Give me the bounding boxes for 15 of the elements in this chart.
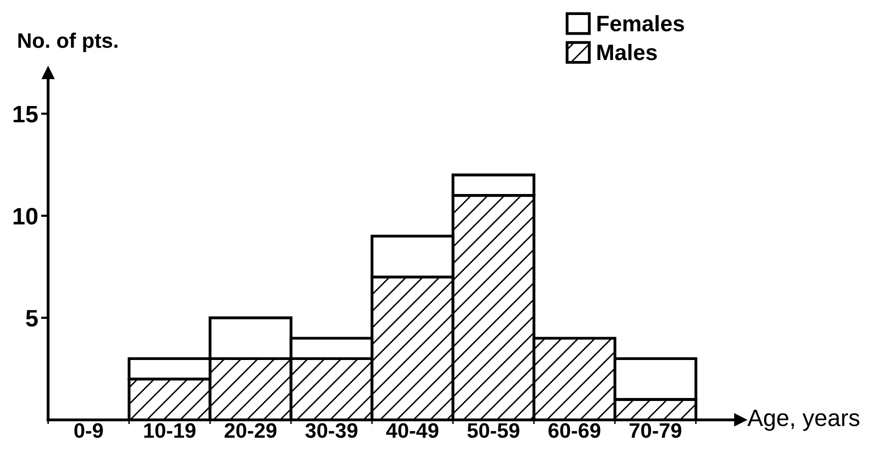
x-tick-label: 40-49 — [386, 423, 438, 438]
y-tick-label: 10 — [14, 208, 38, 225]
x-tick-label: 30-39 — [305, 423, 358, 438]
x-tick-label: 50-59 — [467, 423, 520, 438]
x-axis-title: Age, years — [747, 410, 860, 431]
x-tick-label: 70-79 — [630, 423, 682, 438]
x-tick-label: 20-29 — [224, 423, 276, 438]
x-tick-label: 60-69 — [548, 423, 600, 438]
y-tick-label: 15 — [14, 106, 38, 123]
legend-label: Females — [597, 15, 684, 32]
x-tick-label: 10-19 — [144, 423, 196, 438]
x-tick-label: 0-9 — [74, 423, 103, 438]
legend-label: Males — [597, 44, 657, 60]
y-tick-label: 5 — [26, 310, 38, 327]
y-axis-title: No. of pts. — [18, 32, 118, 52]
